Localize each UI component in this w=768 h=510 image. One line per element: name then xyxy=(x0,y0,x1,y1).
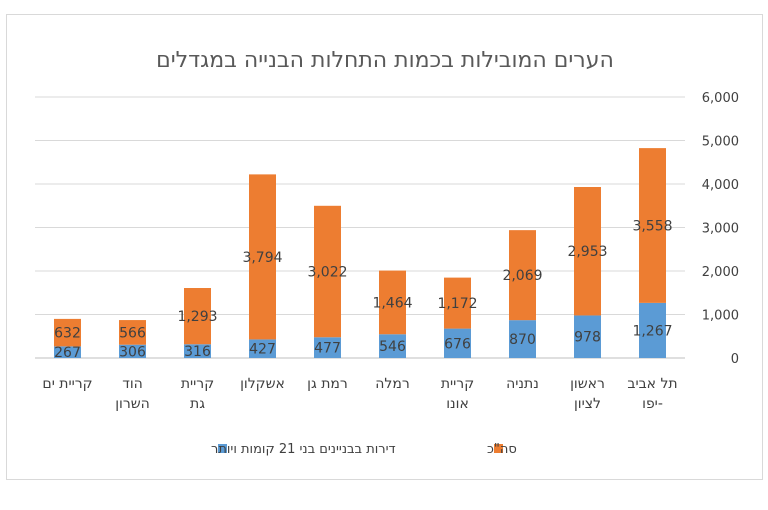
chart-frame: הערים המובילות בכמות התחלות הבנייה במגדל… xyxy=(6,14,763,480)
category-label: נתניה xyxy=(506,376,539,392)
bar-segment-total xyxy=(249,174,276,340)
bar-segment-total xyxy=(379,270,406,335)
bar-chart: הערים המובילות בכמות התחלות הבנייה במגדל… xyxy=(35,48,739,457)
legend-item-total-label: סה"כ xyxy=(487,442,517,457)
data-label-tower-apartments: 978 xyxy=(574,330,601,346)
bar-segment-tower-apartments xyxy=(119,344,146,358)
data-label-total: 1,464 xyxy=(372,295,412,311)
y-tick-label: 4,000 xyxy=(702,178,739,193)
data-label-tower-apartments: 1,267 xyxy=(632,323,672,339)
data-label-tower-apartments: 870 xyxy=(509,332,536,348)
bar-segment-tower-apartments xyxy=(444,328,471,358)
category-label: השרון xyxy=(115,396,150,412)
data-label-tower-apartments: 306 xyxy=(119,344,146,360)
category-label: -יפו xyxy=(642,396,663,412)
bar-segment-tower-apartments xyxy=(54,346,81,358)
data-label-tower-apartments: 316 xyxy=(184,344,211,360)
bar-segment-total xyxy=(574,187,601,316)
category-label: אונו xyxy=(446,396,469,412)
category-label: לציון xyxy=(574,396,601,412)
gridlines xyxy=(35,96,685,359)
category-label: רמלה xyxy=(375,376,410,392)
category-label: תל אביב xyxy=(627,376,677,392)
data-label-total: 566 xyxy=(119,325,146,341)
category-labels: תל אביב -יפו ראשון לציון נתניה קריית אונו רמלה ר… xyxy=(42,376,677,412)
chart-title: הערים המובילות בכמות התחלות הבנייה במגדל… xyxy=(156,48,614,73)
data-label-total: 2,953 xyxy=(567,244,607,260)
bar-segment-total xyxy=(184,288,211,345)
data-label-total: 1,293 xyxy=(177,309,217,325)
bar-segment-tower-apartments xyxy=(574,315,601,358)
category-label: קריית xyxy=(181,376,214,392)
data-label-total: 2,069 xyxy=(502,268,542,284)
data-label-total: 1,172 xyxy=(437,296,477,312)
bar-segment-tower-apartments xyxy=(184,344,211,358)
bar-segment-tower-apartments xyxy=(509,320,536,358)
legend-item-total-swatch xyxy=(494,444,503,453)
y-tick-label: 3,000 xyxy=(702,222,739,237)
legend-item-tower-apartments-label: דירות בבניינים בני 21 קומות ויותר xyxy=(211,442,396,457)
y-tick-label: 0 xyxy=(731,352,739,367)
data-label-total: 632 xyxy=(54,326,81,342)
y-axis-tick-labels: 0 1,000 2,000 3,000 4,000 5,000 6,000 xyxy=(702,91,739,367)
bar-segment-tower-apartments xyxy=(379,334,406,358)
category-label: רמת גן xyxy=(307,376,348,392)
data-label-tower-apartments: 267 xyxy=(54,345,81,361)
bar-segment-total xyxy=(639,148,666,303)
data-label-tower-apartments: 546 xyxy=(379,339,406,355)
bar-segment-total xyxy=(314,205,341,338)
bar-segment-tower-apartments xyxy=(249,339,276,358)
data-label-tower-apartments: 676 xyxy=(444,336,471,352)
y-tick-label: 1,000 xyxy=(702,309,739,324)
data-label-tower-apartments: 477 xyxy=(314,341,341,357)
data-labels: 1,267 3,558 978 2,953 870 2,069 676 1,172 546 1,4… xyxy=(54,218,672,361)
bar-segment-tower-apartments xyxy=(639,302,666,358)
data-label-total: 3,558 xyxy=(632,218,672,234)
data-label-tower-apartments: 427 xyxy=(249,342,276,358)
bar-segment-tower-apartments xyxy=(314,337,341,358)
data-label-total: 3,794 xyxy=(242,250,282,266)
y-tick-label: 5,000 xyxy=(702,135,739,150)
data-label-total: 3,022 xyxy=(307,265,347,281)
legend-item-tower-apartments-swatch xyxy=(218,444,227,453)
bars xyxy=(54,148,666,358)
bar-segment-total xyxy=(444,277,471,329)
y-tick-label: 2,000 xyxy=(702,265,739,280)
category-label: קריית ים xyxy=(42,376,92,392)
legend: סה"כ דירות בבניינים בני 21 קומות ויותר xyxy=(211,442,517,457)
bar-segment-total xyxy=(119,320,146,345)
category-label: קריית xyxy=(441,376,474,392)
category-label: הוד xyxy=(122,376,143,392)
category-label: ראשון xyxy=(570,376,605,392)
bar-segment-total xyxy=(509,230,536,321)
category-label: גת xyxy=(190,396,205,412)
bar-segment-total xyxy=(54,318,81,347)
y-tick-label: 6,000 xyxy=(702,91,739,106)
category-label: אשקלון xyxy=(240,376,285,392)
